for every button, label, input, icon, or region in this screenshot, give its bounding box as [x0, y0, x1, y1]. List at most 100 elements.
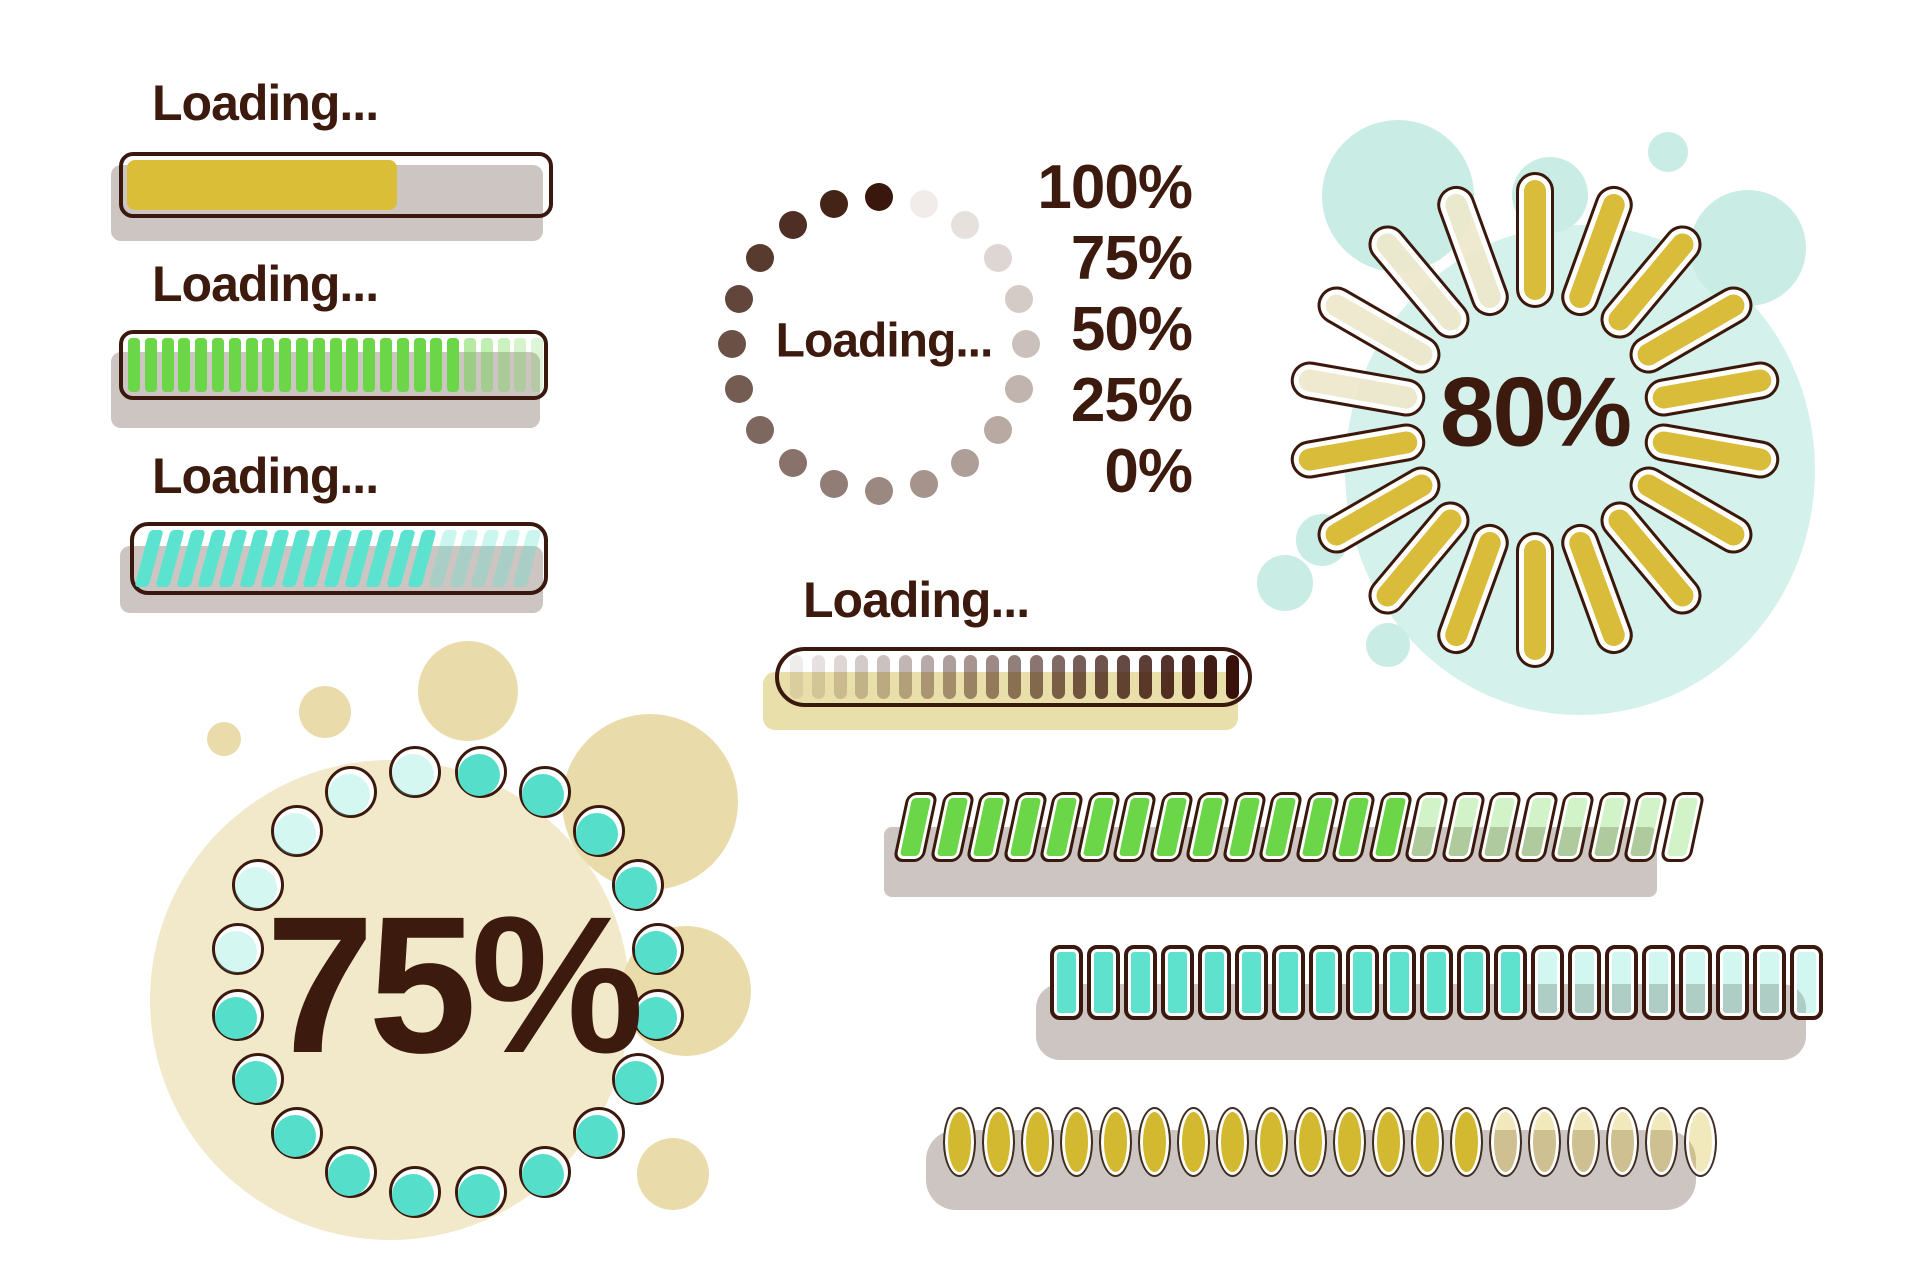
- ring-dot-fill: [635, 930, 678, 973]
- oval-segment: [943, 1107, 976, 1177]
- spinner-dot: [865, 183, 893, 211]
- scale-label: 50%: [1070, 295, 1193, 364]
- oval-segment: [1060, 1107, 1093, 1177]
- gradient-segment: [855, 655, 869, 699]
- ring-dot-fill: [274, 1114, 317, 1157]
- segment: [413, 338, 426, 392]
- ring-dot: [211, 989, 264, 1042]
- ring-dot: [455, 1166, 508, 1219]
- segment: [128, 338, 140, 392]
- ring-dot: [632, 922, 685, 975]
- oval-segment: [982, 1107, 1015, 1177]
- segment: [497, 338, 510, 392]
- ring-dot-fill: [458, 1174, 501, 1217]
- ring-dot-fill: [635, 997, 678, 1040]
- gradient-segment: [811, 655, 825, 699]
- gradient-bar-track: [775, 647, 1252, 707]
- teal-segment: [1642, 945, 1675, 1020]
- oval-segment: [1645, 1107, 1678, 1177]
- gradient-segment: [1182, 655, 1196, 699]
- teal-segment: [1605, 945, 1638, 1020]
- teal-segment: [1087, 945, 1120, 1020]
- segment: [296, 338, 308, 392]
- loading-label-1: Loading...: [152, 75, 379, 131]
- ring-dot: [325, 766, 378, 819]
- spinner-dot: [746, 416, 775, 445]
- ring-dot-fill: [614, 867, 657, 910]
- spinner-dot: [951, 448, 980, 477]
- ring-dot-fill: [521, 1153, 564, 1196]
- bar1-fill: [127, 160, 397, 210]
- beige-blob: [637, 1138, 709, 1210]
- ring-dot-fill: [391, 753, 434, 796]
- teal-segment: [1346, 945, 1379, 1020]
- teal-segment: [1124, 945, 1157, 1020]
- scale-label: 100%: [1037, 153, 1193, 222]
- gradient-segment: [790, 655, 803, 699]
- oval-segment: [1294, 1107, 1327, 1177]
- oval-segment: [1684, 1107, 1717, 1177]
- sun-ray: [1516, 532, 1554, 668]
- spinner-dot: [1012, 330, 1040, 358]
- spinner-dot: [778, 211, 807, 240]
- ring-dot-fill: [391, 1174, 434, 1217]
- gradient-segment: [1117, 655, 1130, 699]
- ring-dot-fill: [214, 997, 257, 1040]
- segment: [531, 338, 544, 392]
- teal-segment: [1050, 945, 1083, 1020]
- gradient-bar-shadow: [763, 672, 1238, 730]
- gradient-segment: [877, 655, 891, 699]
- gradient-segment: [1095, 655, 1109, 699]
- segment: [464, 338, 476, 392]
- spinner-dot: [951, 211, 980, 240]
- ring-dot-fill: [328, 774, 371, 817]
- beige-blob: [207, 722, 241, 756]
- segment: [380, 338, 392, 392]
- ring-dot: [455, 745, 508, 798]
- teal-segment: [1198, 945, 1231, 1020]
- teal-segment: [1309, 945, 1342, 1020]
- gradient-segment: [1029, 655, 1043, 699]
- segment: [228, 338, 241, 392]
- gradient-segment: [1073, 655, 1087, 699]
- gradient-segment: [1204, 655, 1218, 699]
- ring-dot: [518, 1145, 571, 1198]
- scale-label: 0%: [1104, 437, 1193, 506]
- ring-dot: [388, 745, 441, 798]
- segment: [396, 338, 409, 392]
- percent-scale: 100% 75% 50% 25% 0%: [1037, 152, 1193, 507]
- ring-dot: [572, 805, 625, 858]
- segment: [212, 338, 224, 392]
- spinner-dot: [746, 243, 775, 272]
- spinner-dot: [718, 330, 746, 358]
- gradient-segment: [1051, 655, 1065, 699]
- beige-blob: [299, 686, 351, 738]
- mint-blob: [1648, 132, 1688, 172]
- mint-blob: [1366, 623, 1410, 667]
- ring-dot: [611, 1052, 664, 1105]
- oval-segment: [1567, 1107, 1600, 1177]
- segment: [447, 338, 460, 392]
- ring-dot-fill: [328, 1153, 371, 1196]
- segment: [312, 338, 325, 392]
- oval-segment: [1411, 1107, 1444, 1177]
- ring-dot-fill: [235, 1060, 278, 1103]
- ring-spinner-value: 75%: [265, 876, 644, 1094]
- spinner-dot: [983, 243, 1012, 272]
- teal-segment: [1457, 945, 1490, 1020]
- gradient-segment: [1226, 655, 1239, 699]
- spinner-dot: [819, 469, 848, 498]
- ring-dot: [325, 1145, 378, 1198]
- ring-dot-fill: [614, 1060, 657, 1103]
- gradient-segment: [899, 655, 912, 699]
- oval-segment: [1255, 1107, 1288, 1177]
- oval-segment: [1489, 1107, 1522, 1177]
- ring-dot: [572, 1106, 625, 1159]
- teal-segment: [1753, 945, 1786, 1020]
- oval-segment: [1177, 1107, 1210, 1177]
- gradient-segment: [920, 655, 934, 699]
- segment: [346, 338, 359, 392]
- gradient-segment: [1160, 655, 1174, 699]
- sun-spinner-value: 80%: [1439, 356, 1632, 467]
